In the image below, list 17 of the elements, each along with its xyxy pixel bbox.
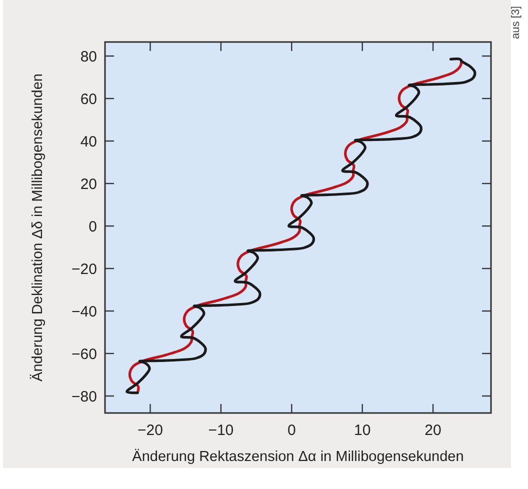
y-tick-label: 80 — [80, 48, 97, 66]
y-tick-label: 0 — [88, 218, 97, 236]
y-tick-label: 40 — [80, 133, 97, 150]
x-tick-label: 10 — [354, 422, 371, 439]
text: aus [3] — [510, 6, 522, 40]
y-tick-label: −80 — [72, 388, 97, 406]
x-tick-label: 20 — [424, 422, 442, 439]
y-tick-label: 20 — [80, 176, 97, 193]
y-tick-label: 60 — [80, 90, 97, 108]
y-axis-title: Änderung Deklination Δδ in Millibogensekunden — [29, 74, 46, 382]
y-tick-label: −40 — [72, 303, 97, 320]
x-tick-label: 0 — [287, 422, 296, 439]
y-tick-label: −20 — [72, 260, 97, 278]
y-tick-label: −60 — [72, 346, 97, 363]
x-axis-title: Änderung Rektaszension Δα in Millibogensekunden — [132, 448, 464, 465]
x-tick-label: −20 — [138, 422, 163, 439]
x-tick-label: −10 — [208, 422, 234, 439]
